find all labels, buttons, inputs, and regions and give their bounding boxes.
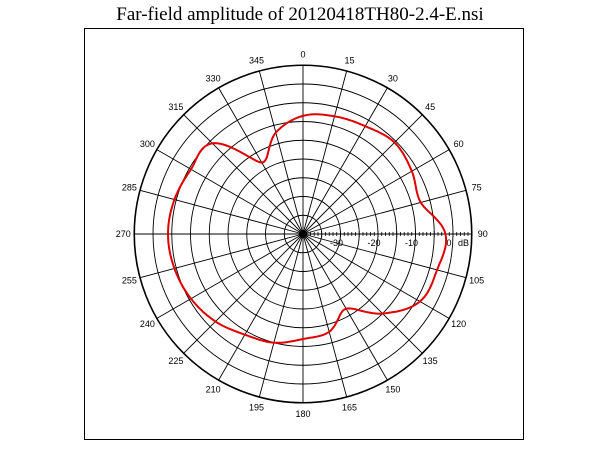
- grid-spoke: [218, 87, 304, 235]
- chart-title: Far-field amplitude of 20120418TH80-2.4-…: [116, 4, 484, 25]
- db-tick-label: -10: [405, 238, 418, 248]
- angle-tick-label: 210: [206, 385, 221, 395]
- angle-tick-label: 105: [469, 276, 484, 286]
- db-labels: -30 -20 -10 0 dB: [330, 238, 469, 248]
- grid-spoke: [302, 70, 348, 235]
- angle-tick-label: 75: [472, 182, 482, 192]
- angle-tick-label: 180: [295, 409, 310, 419]
- center-dot: [299, 230, 307, 238]
- series-line: [167, 113, 448, 344]
- angle-tick-label: 270: [116, 229, 131, 239]
- angle-tick-label: 300: [140, 139, 155, 149]
- angle-tick-label: 240: [140, 319, 155, 329]
- grid-spoke: [302, 149, 450, 235]
- grid-spoke: [183, 114, 304, 235]
- db-tick-label: -30: [330, 238, 343, 248]
- series-group: [167, 113, 448, 344]
- plot-frame: [84, 28, 524, 440]
- angle-tick-label: 45: [425, 102, 435, 112]
- grid-spoke: [156, 149, 304, 235]
- angle-tick-label: 150: [385, 385, 400, 395]
- angle-tick-label: 195: [249, 403, 264, 413]
- angle-tick-label: 120: [451, 319, 466, 329]
- angle-tick-label: 0: [300, 49, 305, 59]
- grid-spoke: [302, 233, 450, 319]
- grid-spoke: [302, 233, 423, 354]
- grid-spoke: [302, 114, 423, 235]
- angle-tick-label: 330: [206, 73, 221, 83]
- grid-spoke: [302, 189, 467, 235]
- db-tick-label: 0: [446, 238, 451, 248]
- grid-spoke: [302, 87, 388, 235]
- grid-spoke: [258, 70, 304, 235]
- grid-spoke: [302, 233, 467, 279]
- angle-tick-label: 135: [423, 356, 438, 366]
- grid-spoke: [183, 233, 304, 354]
- angle-tick-label: 225: [168, 356, 183, 366]
- grid-spokes: [134, 65, 472, 403]
- grid-spoke: [302, 233, 388, 381]
- angle-tick-label: 90: [478, 229, 488, 239]
- angle-tick-label: 60: [454, 139, 464, 149]
- grid-spoke: [139, 233, 304, 279]
- angle-tick-label: 315: [168, 102, 183, 112]
- angle-tick-label: 30: [388, 73, 398, 83]
- angle-tick-label: 285: [122, 182, 137, 192]
- grid-spoke: [156, 233, 304, 319]
- angle-tick-label: 15: [345, 55, 355, 65]
- angle-labels: 0 15 30 45 60 75 90 105 120 135 150 165 180 195 210 225…: [116, 49, 488, 419]
- grid-spoke: [258, 233, 304, 398]
- db-tick-label: -20: [367, 238, 380, 248]
- grid-spoke: [302, 233, 348, 398]
- angle-tick-label: 255: [122, 276, 137, 286]
- angle-tick-label: 165: [342, 403, 357, 413]
- angle-tick-label: 345: [249, 55, 264, 65]
- db-unit-label: dB: [458, 238, 469, 248]
- grid-spoke: [218, 233, 304, 381]
- grid-spoke: [139, 189, 304, 235]
